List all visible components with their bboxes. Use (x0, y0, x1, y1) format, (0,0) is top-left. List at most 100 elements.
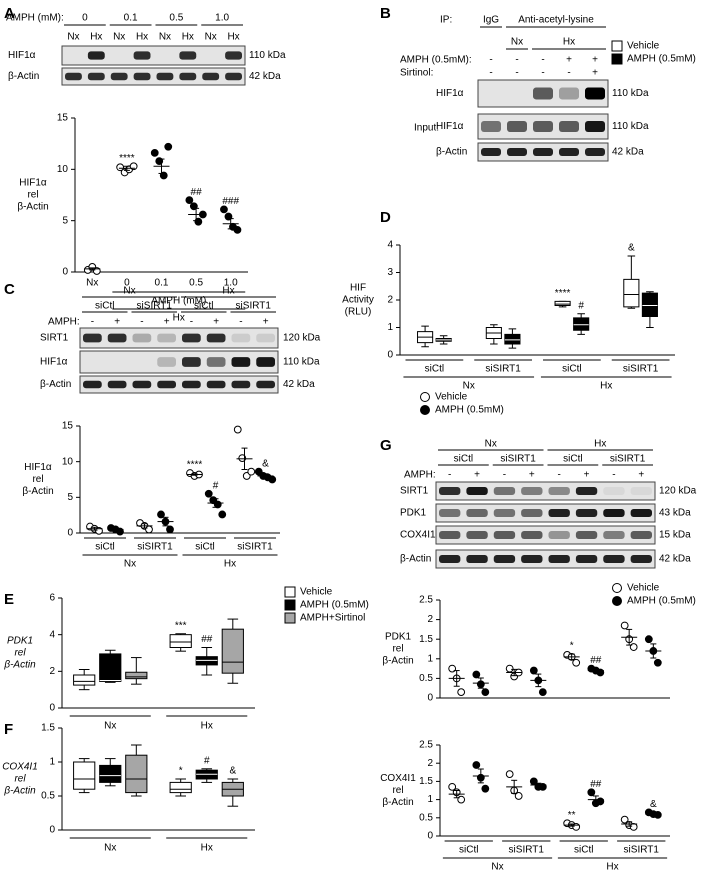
data-point (233, 425, 242, 434)
blot-band (585, 148, 605, 156)
blot-band (107, 333, 127, 343)
blot-row-label: β-Actin (436, 147, 467, 158)
condition-label: Hx (600, 381, 612, 392)
box (73, 761, 96, 790)
blot-header: + (213, 317, 219, 328)
blot-membrane (435, 549, 656, 569)
data-point (194, 217, 203, 226)
y-tick-label: 0 (49, 825, 55, 836)
data-point (164, 142, 173, 151)
blot-band (157, 357, 176, 367)
data-point (268, 475, 277, 484)
y-tick-label: 2 (427, 614, 433, 625)
blot-header: Nx (123, 286, 135, 297)
blot-header: Nx (485, 439, 497, 450)
panel-letter: G (380, 437, 392, 454)
blot-treatment: AMPH: (404, 470, 436, 481)
condition-label: Hx (606, 862, 618, 873)
blot-band (559, 87, 579, 100)
blot-row-label: PDK1 (400, 508, 427, 519)
blot-size-label: 15 kDa (659, 530, 691, 541)
x-tick-label: siCtl (195, 542, 214, 553)
blot-band (206, 333, 226, 343)
y-axis-label: PDK1 (7, 636, 33, 647)
blot-row-label: β-Actin (8, 71, 39, 82)
blot-band (202, 72, 220, 81)
y-tick-label: 0.5 (419, 673, 433, 684)
blot-header: siCtl (194, 301, 213, 312)
blot-header: 0 (82, 13, 88, 24)
x-group-label: Hx (173, 313, 185, 324)
blot-band (65, 72, 82, 81)
x-sublabel: AMPH (mM) (151, 296, 206, 307)
y-tick-label: 1 (427, 653, 433, 664)
panel-letter: F (4, 721, 13, 738)
box (623, 278, 640, 308)
blot-band (533, 87, 553, 100)
y-axis-label: COX4I1 (2, 762, 38, 773)
y-tick-label: 0 (49, 703, 55, 714)
blot-band (603, 555, 625, 563)
y-tick-label: 5 (67, 492, 73, 503)
blot-band (466, 487, 488, 495)
blot-header: - (91, 317, 94, 328)
blot-band (132, 333, 152, 343)
significance-label: *** (175, 620, 187, 631)
x-tick-label: siCtl (425, 364, 444, 375)
box (99, 764, 122, 783)
x-tick-label: Nx (104, 843, 116, 854)
blot-header: Hx (563, 37, 575, 48)
y-tick-label: 4 (387, 240, 393, 251)
blot-header: + (638, 470, 644, 481)
blot-band (630, 509, 652, 517)
y-tick-label: 2 (427, 758, 433, 769)
significance-label: & (229, 766, 236, 777)
x-tick-label: 0 (124, 278, 130, 289)
legend-label: AMPH (0.5mM) (435, 405, 504, 416)
significance-label: & (262, 458, 269, 469)
y-axis-label: β-Actin (22, 486, 53, 497)
panel-letter: D (380, 209, 391, 226)
blot-header: Nx (511, 37, 523, 48)
x-tick-label: siCtl (574, 845, 593, 856)
data-point (150, 149, 159, 157)
blot-header: + (164, 317, 170, 328)
significance-label: # (204, 755, 210, 766)
y-axis-label: HIF1α (19, 178, 47, 189)
y-axis-label: rel (14, 648, 26, 659)
blot-header: - (503, 470, 506, 481)
blot-size-label: 120 kDa (283, 333, 321, 344)
legend-swatch (284, 612, 296, 624)
blot-row-label: COX4I1 (400, 530, 436, 541)
blot-band (630, 531, 652, 539)
y-axis-label: rel (27, 190, 38, 201)
data-point (481, 688, 490, 697)
box (169, 781, 192, 794)
significance-label: **** (555, 288, 571, 299)
y-tick-label: 0.5 (41, 791, 55, 802)
y-axis-label: (RLU) (345, 307, 372, 318)
blot-size-label: 110 kDa (283, 357, 320, 368)
blot-size-label: 43 kDa (659, 508, 691, 519)
blot-treatment: AMPH (0.5mM): (400, 55, 472, 66)
panel-letter: C (4, 281, 15, 298)
blot-band (481, 148, 501, 156)
blot-size-label: 42 kDa (612, 147, 644, 158)
blot-band (603, 531, 625, 539)
condition-label: Nx (124, 559, 136, 570)
y-tick-label: 0 (427, 693, 433, 704)
y-tick-label: 0 (67, 528, 73, 539)
data-point (587, 788, 596, 797)
data-point (457, 795, 466, 804)
blot-band (575, 509, 598, 517)
blot-band (83, 380, 102, 389)
blot-ip: IP: (440, 15, 452, 26)
data-point (233, 226, 242, 234)
blot-membrane (435, 481, 656, 501)
blot-band (493, 531, 516, 539)
y-axis-label: β-Actin (382, 797, 413, 808)
blot-band (182, 380, 201, 389)
blot-membrane (61, 67, 246, 86)
condition-label: Hx (224, 559, 236, 570)
y-tick-label: 2 (387, 295, 393, 306)
